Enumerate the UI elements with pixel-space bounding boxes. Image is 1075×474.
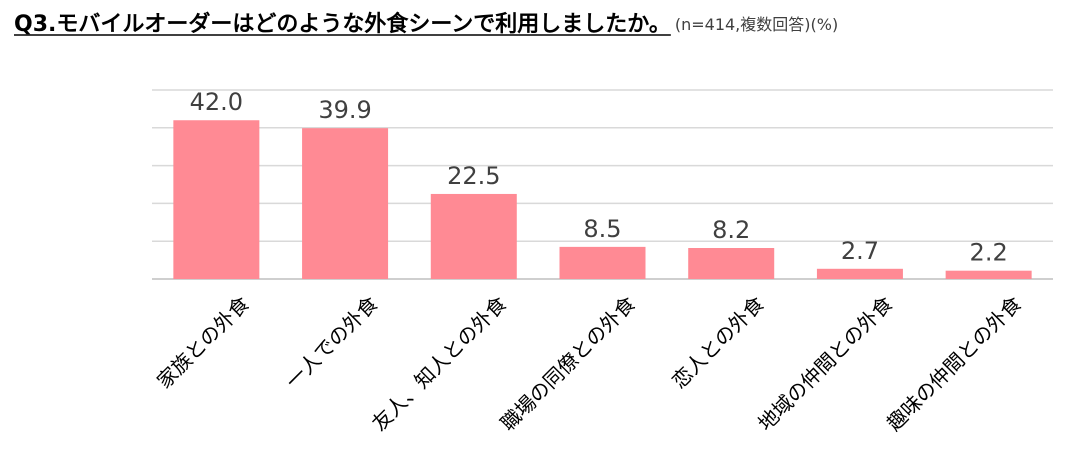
bar-value-label: 2.7 [841,237,879,265]
category-label: 家族との外食 [152,291,254,393]
category-label: 職場の同僚との外食 [496,291,640,435]
category-label: 地域の仲間との外食 [753,291,897,435]
chart-title: Q3.モバイルオーダーはどのような外食シーンで利用しましたか。 [14,11,671,37]
category-label: 友人、知人との外食 [367,291,511,435]
bar-value-label: 39.9 [318,96,371,124]
bar [302,128,389,279]
bar [688,248,775,279]
value-labels: 42.0 39.9 22.5 8.5 8.2 2.7 2.2 [190,88,1008,266]
bar [430,193,517,279]
bar [945,270,1032,279]
category-label: 一人での外食 [281,291,383,393]
category-label: 趣味の仲間との外食 [882,291,1026,435]
chart-title-group: Q3.モバイルオーダーはどのような外食シーンで利用しましたか。 (n=414,複… [14,11,838,37]
bar-value-label: 8.5 [583,215,621,243]
chart-subtitle: (n=414,複数回答)(%) [675,15,838,34]
bar [816,268,903,279]
bar-value-label: 42.0 [190,88,243,116]
bars [173,120,1032,280]
bar [559,246,646,279]
bar-value-label: 2.2 [970,239,1008,267]
category-label: 恋人との外食 [667,291,769,393]
bar-value-label: 22.5 [447,162,500,190]
bar [173,120,260,280]
bar-value-label: 8.2 [712,216,750,244]
